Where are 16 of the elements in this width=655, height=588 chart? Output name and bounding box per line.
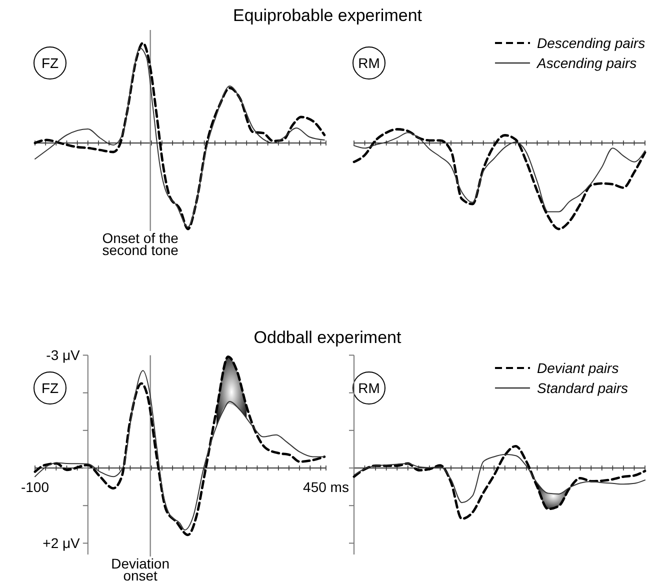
chart-title: Oddball experiment bbox=[252, 328, 402, 348]
ref-line-label: Deviation onset bbox=[111, 555, 170, 584]
chart-subtitle: RM bbox=[358, 55, 380, 71]
x-tick-label: -100 bbox=[20, 479, 50, 495]
ref-line-label: Onset of the second tone bbox=[102, 230, 179, 258]
legend-label: Descending pairs bbox=[537, 35, 646, 51]
y-tick-label: -3 μV bbox=[46, 347, 81, 364]
text: FZ bbox=[41, 380, 59, 396]
legend-label: Standard pairs bbox=[537, 380, 628, 396]
y-tick-label: +2 μV bbox=[42, 535, 81, 552]
x-tick-label: 450 ms bbox=[303, 479, 349, 495]
legend-label: Ascending pairs bbox=[536, 55, 637, 71]
text: FZ bbox=[41, 55, 59, 71]
chart-title: Equiprobable experiment bbox=[232, 6, 423, 26]
text: RM bbox=[358, 380, 380, 396]
legend-label: Deviant pairs bbox=[537, 360, 619, 376]
